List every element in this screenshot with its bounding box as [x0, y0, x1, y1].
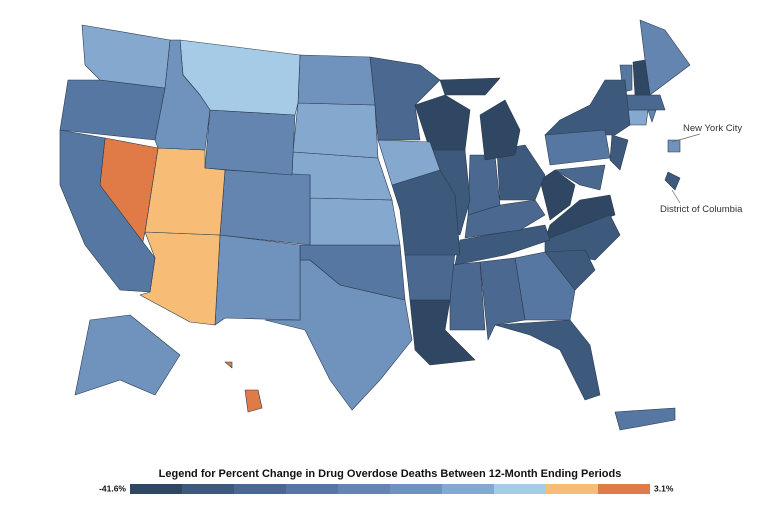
- region: [224, 361, 233, 369]
- region: [496, 144, 546, 201]
- legend-swatch: [338, 484, 390, 494]
- region: [632, 59, 651, 96]
- legend-min: -41.6%: [99, 483, 126, 493]
- region: [544, 79, 631, 136]
- legend-swatch: [598, 484, 650, 494]
- region: [624, 94, 666, 111]
- legend-swatch: [546, 484, 598, 494]
- region: [539, 169, 576, 221]
- region: [377, 139, 441, 186]
- region: [297, 54, 376, 106]
- region: [479, 99, 521, 161]
- region: [204, 109, 296, 176]
- region: [309, 197, 401, 246]
- region: [647, 109, 657, 123]
- region: [292, 102, 379, 159]
- region: [214, 234, 301, 326]
- region: [494, 319, 601, 401]
- region: [449, 261, 486, 331]
- legend-swatch: [494, 484, 546, 494]
- region: [627, 109, 649, 126]
- legend-swatch: [130, 484, 182, 494]
- legend-swatch: [442, 484, 494, 494]
- region: [439, 77, 501, 96]
- region: [467, 154, 501, 216]
- annotation: District of Columbia: [660, 204, 743, 215]
- region: [544, 214, 621, 261]
- region: [667, 139, 681, 153]
- region: [609, 134, 629, 171]
- region: [81, 24, 171, 89]
- region: [74, 314, 181, 396]
- region: [454, 224, 551, 266]
- region: [59, 129, 156, 293]
- region: [479, 257, 526, 341]
- legend-title: Legend for Percent Change in Drug Overdo…: [159, 468, 622, 480]
- leader-line: [671, 189, 681, 204]
- region: [59, 79, 166, 141]
- region: [544, 129, 611, 166]
- legend-swatch: [182, 484, 234, 494]
- legend-swatch: [390, 484, 442, 494]
- region: [404, 251, 456, 301]
- region: [614, 407, 676, 431]
- leader-line: [671, 133, 701, 143]
- region: [639, 19, 691, 96]
- region: [244, 389, 263, 413]
- legend-max: 3.1%: [654, 483, 674, 493]
- region: [554, 164, 606, 191]
- legend-swatch: [286, 484, 338, 494]
- region: [219, 169, 311, 246]
- region: [664, 171, 681, 191]
- annotation: New York City: [683, 123, 742, 134]
- legend-swatch: [234, 484, 286, 494]
